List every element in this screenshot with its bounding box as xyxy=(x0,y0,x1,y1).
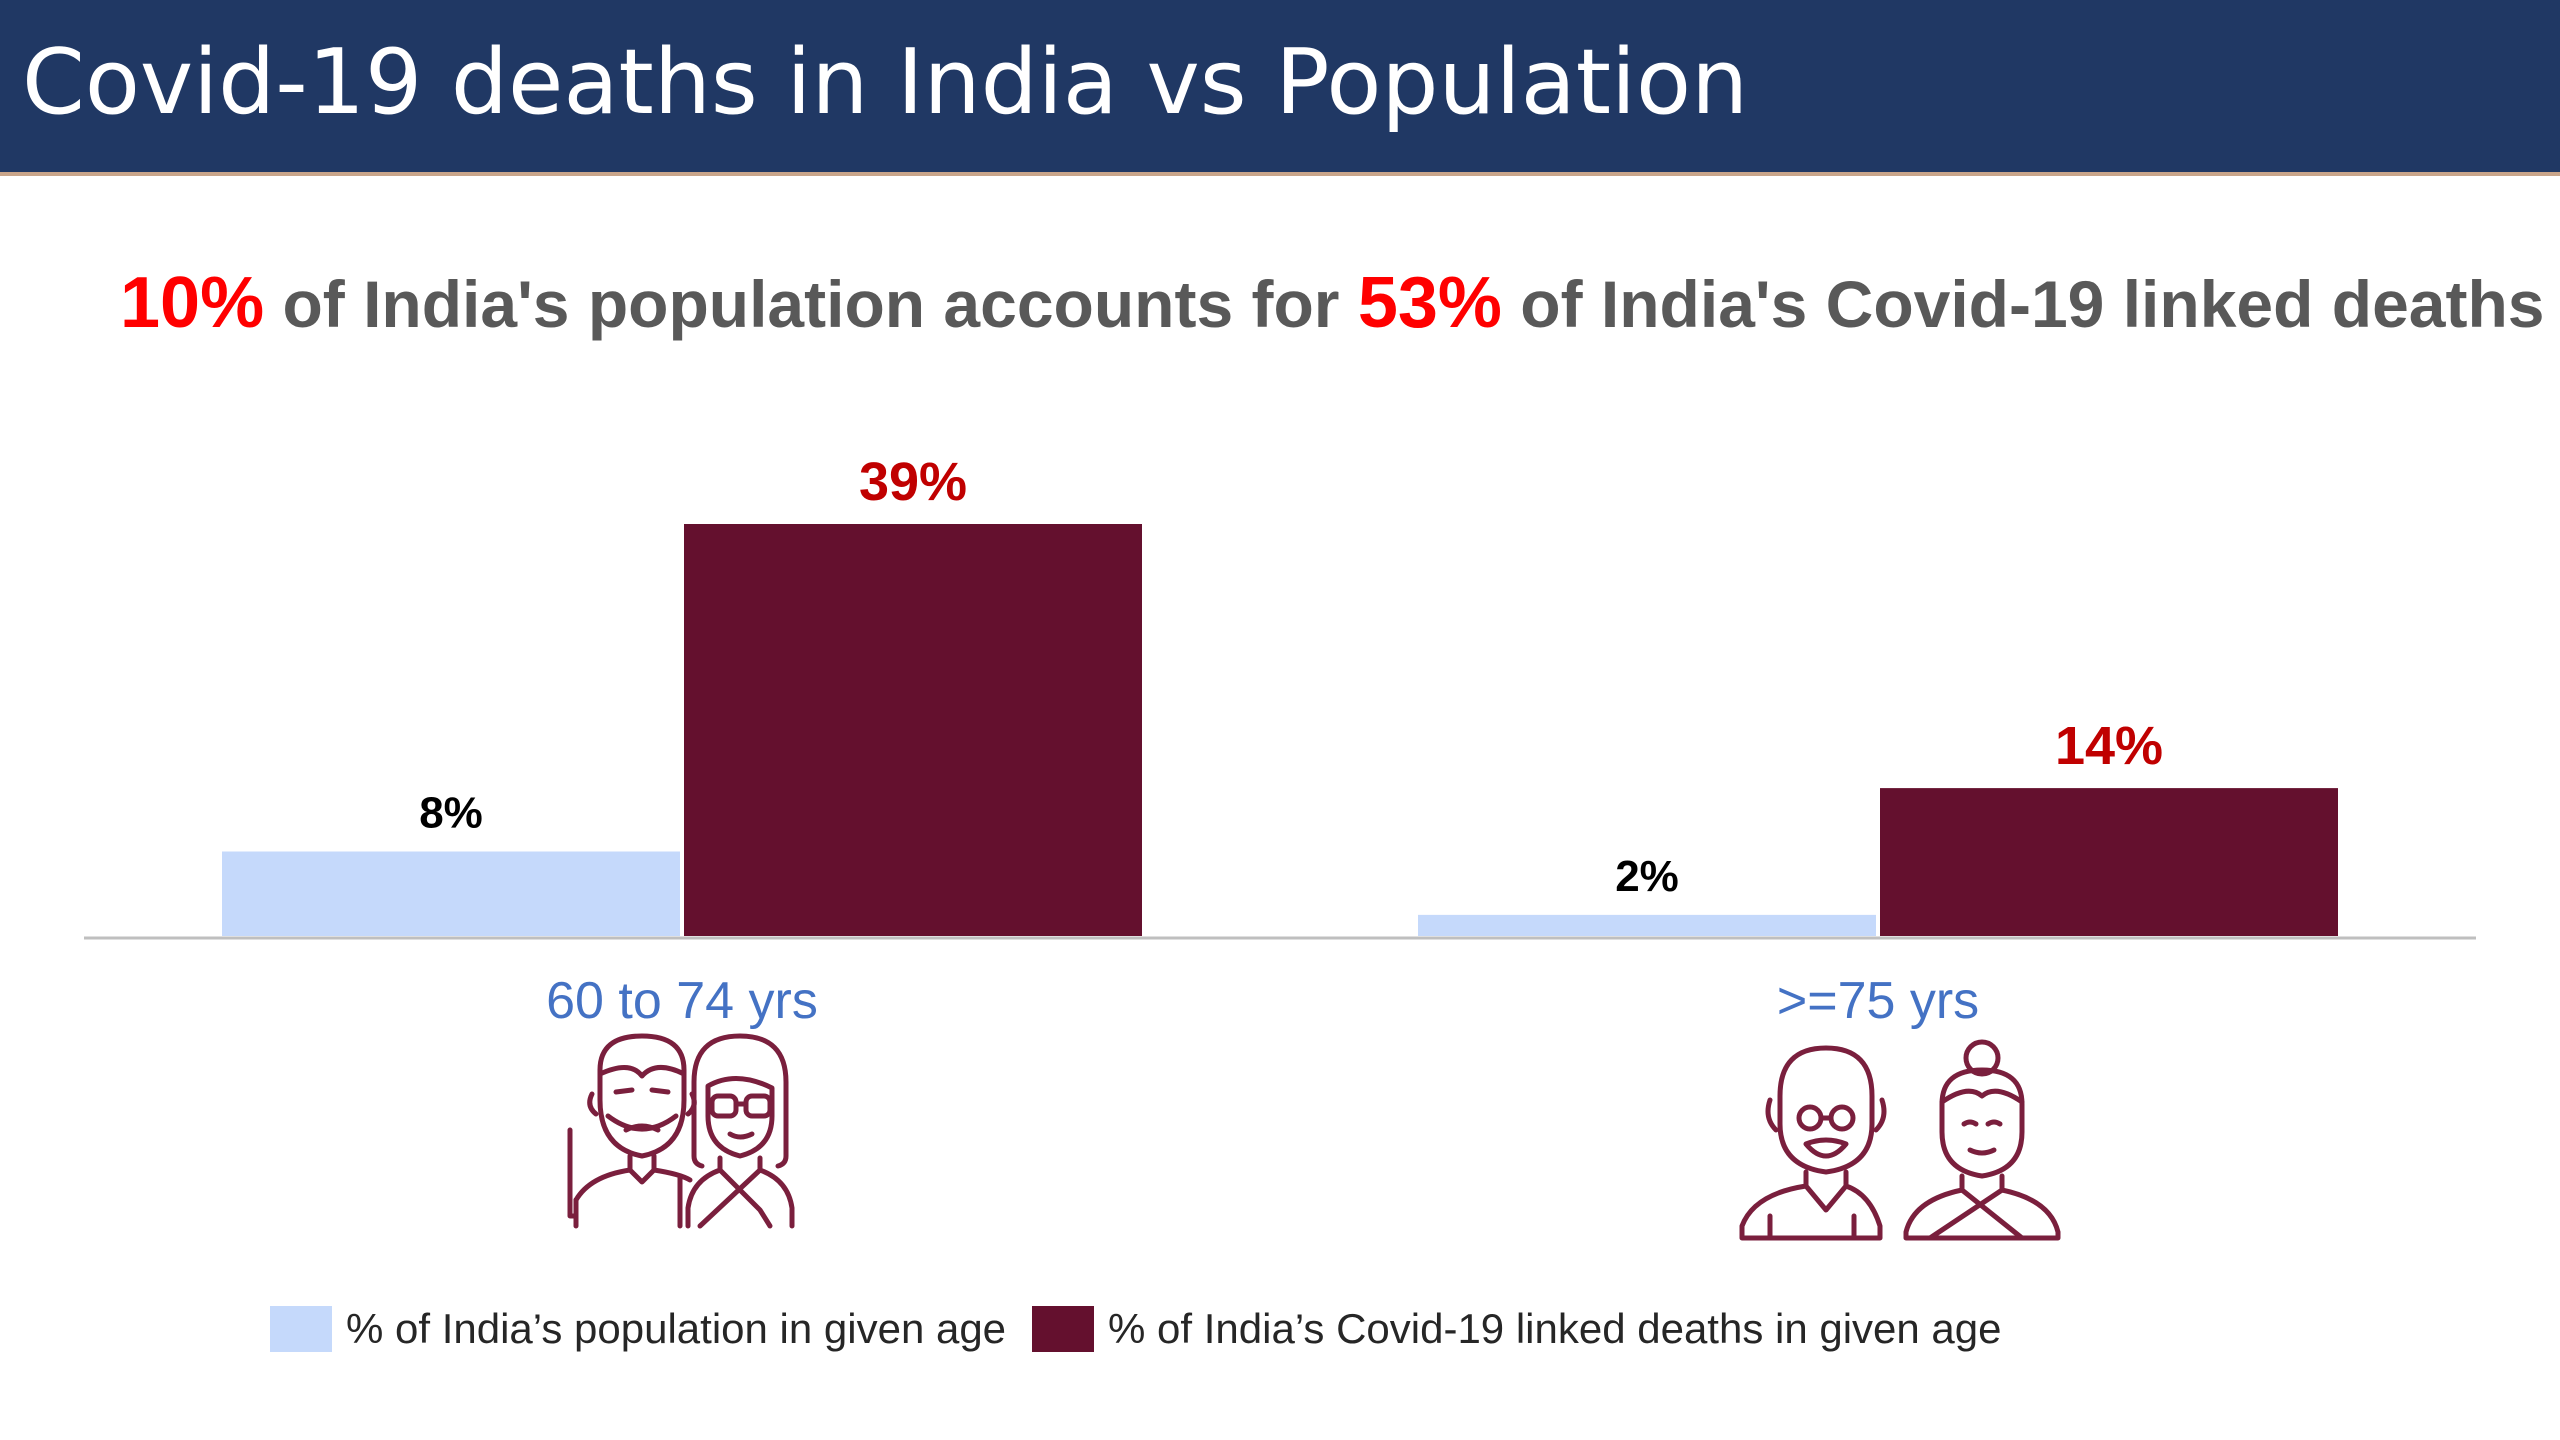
data-label-deaths-2: 14% xyxy=(2055,716,2163,776)
category-label-1: 60 to 74 yrs xyxy=(546,972,818,1030)
headline-text-a: of India's population accounts for xyxy=(264,267,1358,341)
bar-deaths-2 xyxy=(1880,788,2338,936)
data-label-population-1: 8% xyxy=(419,788,483,837)
headline-text-b: of India's Covid-19 linked deaths xyxy=(1501,267,2545,341)
data-label-deaths-1: 39% xyxy=(859,452,967,512)
legend-item-deaths: % of India’s Covid-19 linked deaths in g… xyxy=(1032,1305,2002,1353)
legend-swatch-deaths xyxy=(1032,1306,1095,1352)
data-label-population-2: 2% xyxy=(1615,852,1679,901)
legend-label-deaths: % of India’s Covid-19 linked deaths in g… xyxy=(1108,1305,2002,1352)
category-label-2: >=75 yrs xyxy=(1777,972,1979,1030)
legend-item-population: % of India’s population in given age xyxy=(270,1305,1006,1353)
headline-pct-deaths: 53% xyxy=(1357,263,1502,343)
senior-couple-icon xyxy=(567,1033,795,1229)
bar-population-2 xyxy=(1418,914,1876,936)
headline: 10% of India's population accounts for 5… xyxy=(120,262,2545,344)
elderly-couple-icon xyxy=(1739,1039,2061,1241)
bar-deaths-1 xyxy=(684,524,1142,936)
legend-swatch-population xyxy=(270,1306,332,1352)
title-bar: Covid-19 deaths in India vs Population xyxy=(0,0,2560,176)
bar-population-1 xyxy=(222,851,680,936)
legend-label-population: % of India’s population in given age xyxy=(346,1305,1007,1352)
headline-pct-population: 10% xyxy=(120,263,265,343)
page-title: Covid-19 deaths in India vs Population xyxy=(22,30,1749,135)
legend: % of India’s population in given age % o… xyxy=(270,1304,2028,1354)
